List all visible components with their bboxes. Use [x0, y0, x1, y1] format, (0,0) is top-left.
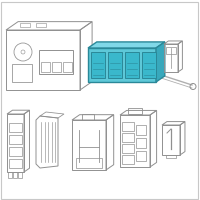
- FancyBboxPatch shape: [108, 52, 122, 78]
- Polygon shape: [88, 48, 156, 82]
- FancyBboxPatch shape: [91, 52, 105, 78]
- FancyBboxPatch shape: [125, 52, 139, 78]
- Polygon shape: [88, 42, 165, 48]
- FancyBboxPatch shape: [142, 52, 156, 78]
- Polygon shape: [156, 42, 165, 82]
